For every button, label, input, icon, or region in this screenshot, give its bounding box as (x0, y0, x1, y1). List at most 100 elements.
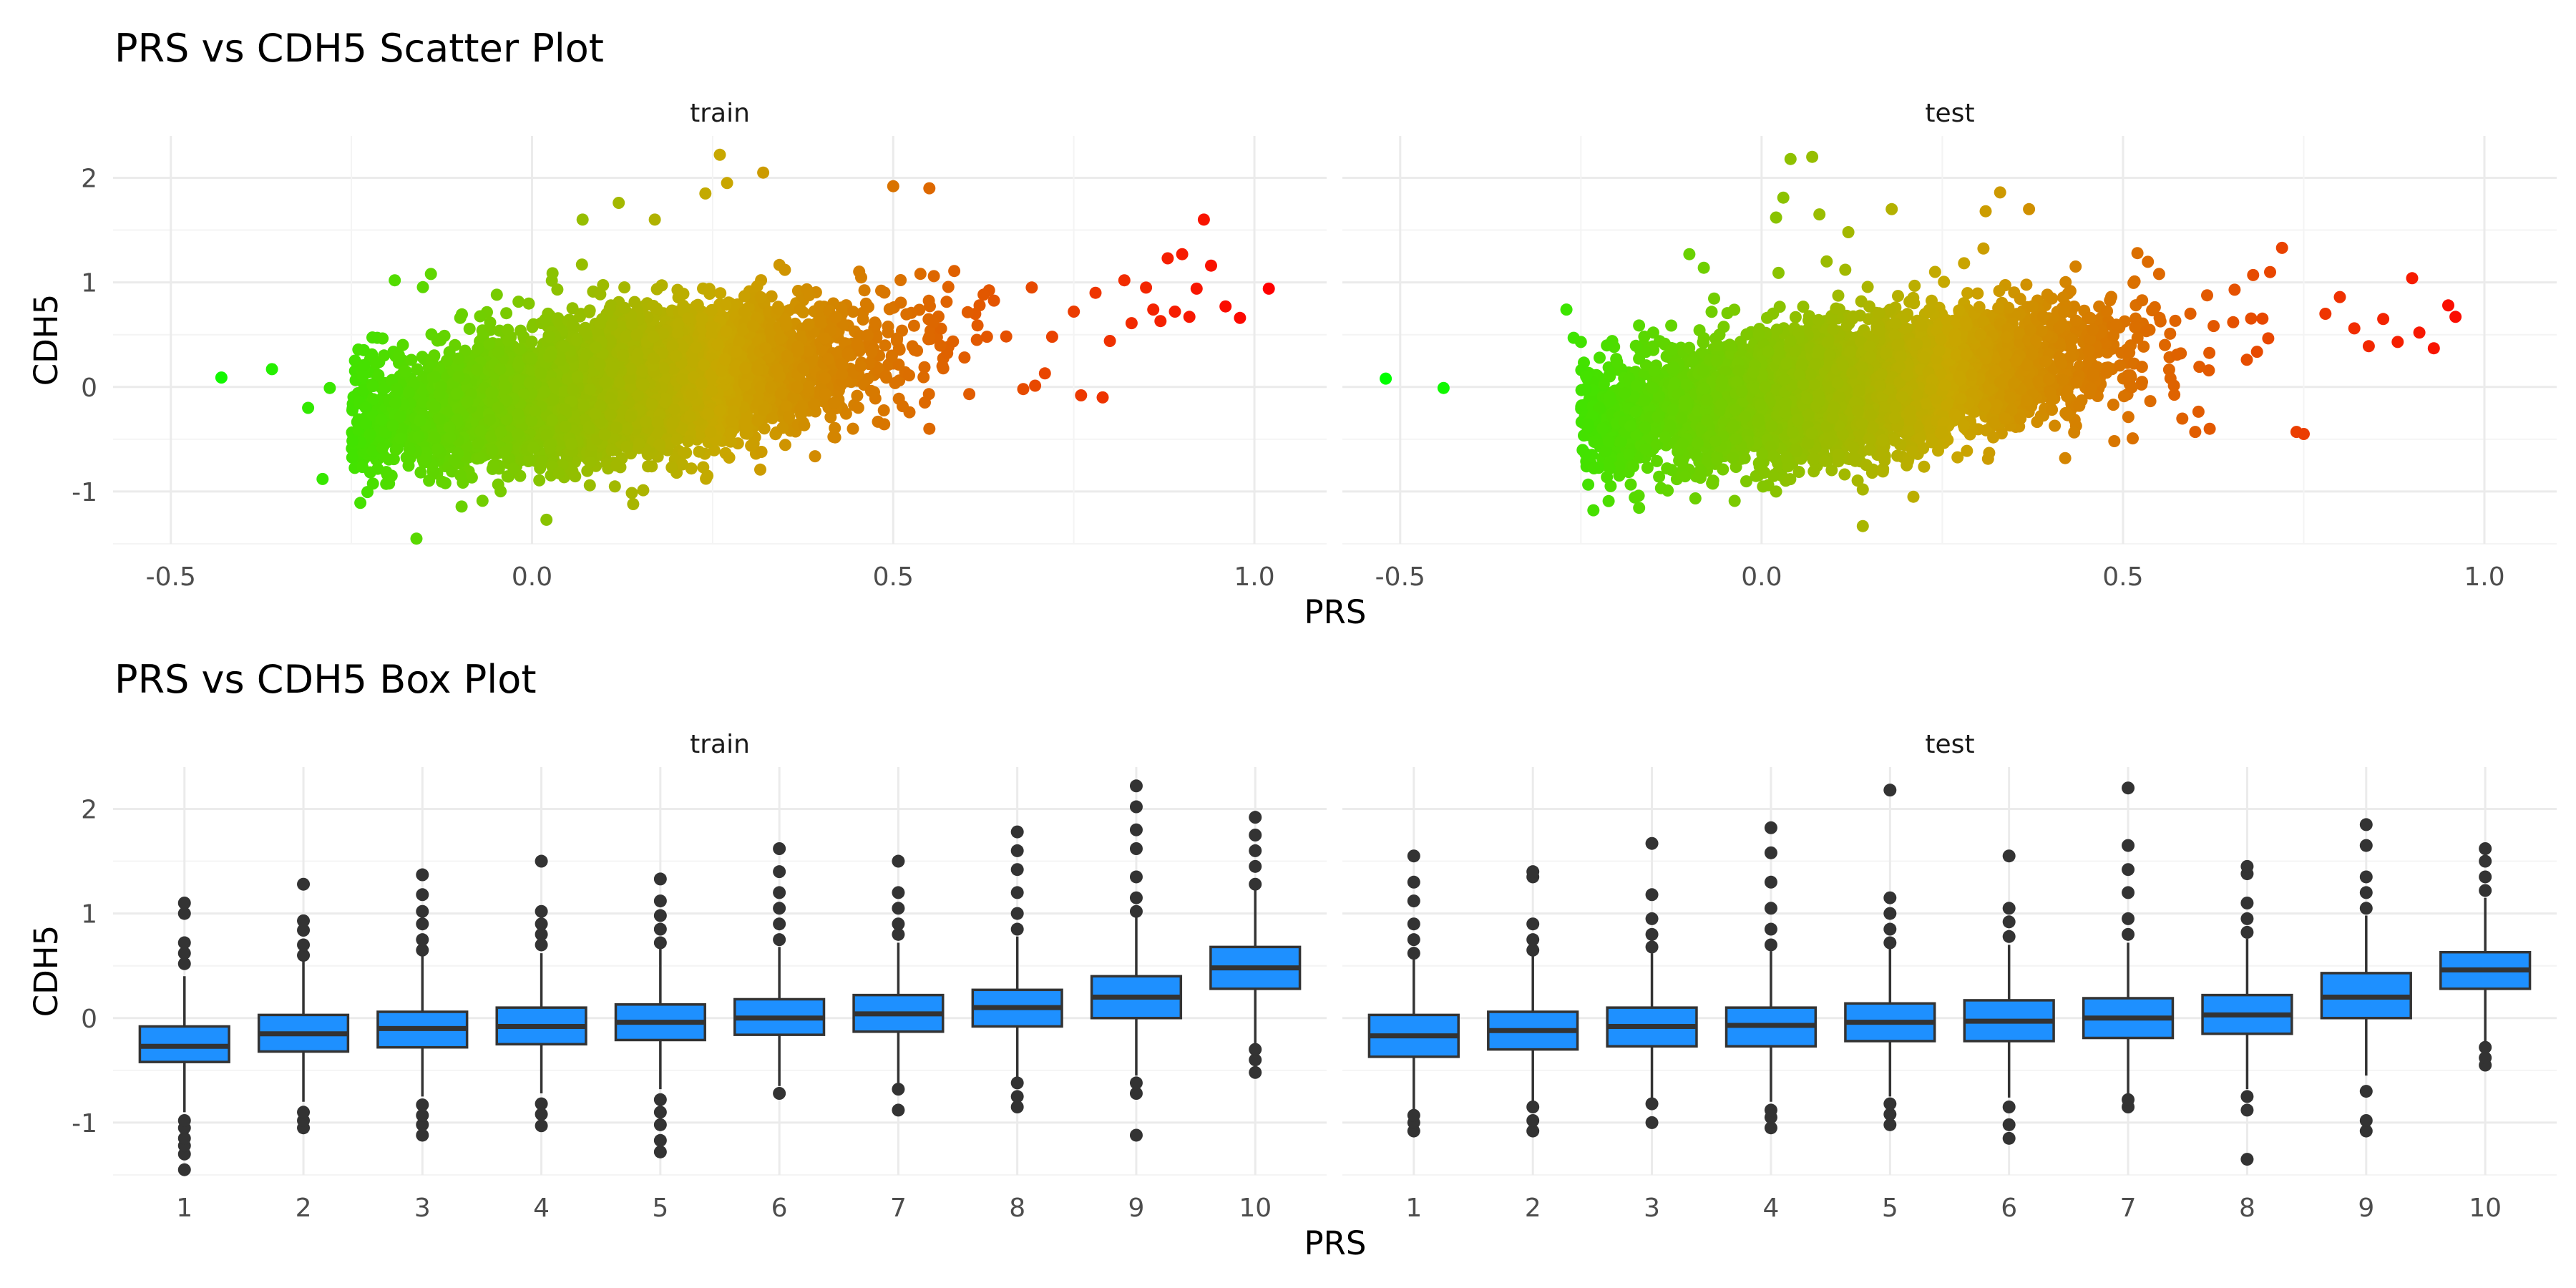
scatter-strip-test: test (1925, 99, 1974, 128)
scatter-point (705, 320, 718, 333)
scatter-point (575, 258, 588, 271)
scatter-point (425, 328, 438, 341)
scatter-point (414, 466, 427, 479)
scatter-point (513, 343, 526, 356)
scatter-point (701, 469, 714, 482)
scatter-point (405, 353, 418, 366)
scatter-point (357, 343, 370, 356)
scatter-point (539, 313, 552, 326)
scatter-point (637, 484, 650, 497)
scatter-point (522, 297, 535, 310)
scatter-point (907, 319, 920, 332)
x-tick-label: 0.5 (873, 562, 914, 592)
scatter-point (498, 379, 511, 392)
scatter-point (412, 430, 425, 443)
scatter-point (948, 265, 961, 278)
box-plot-title: PRS vs CDH5 Box Plot (114, 657, 537, 702)
scatter-point (809, 450, 821, 463)
scatter-point (476, 494, 489, 507)
scatter-point (359, 401, 372, 414)
scatter-point (808, 398, 821, 411)
scatter-point (961, 306, 974, 318)
scatter-point (630, 328, 643, 341)
scatter-point (650, 283, 663, 296)
scatter-point (620, 441, 633, 454)
scatter-point (819, 332, 831, 345)
scatter-point (970, 333, 983, 346)
scatter-point (829, 421, 841, 434)
scatter-point (474, 452, 487, 464)
y-tick-label: 0 (81, 374, 97, 403)
scatter-point (647, 331, 660, 343)
scatter-point (987, 294, 1000, 307)
scatter-point (829, 431, 841, 444)
scatter-point (723, 452, 736, 464)
scatter-point (923, 331, 936, 343)
scatter-point (791, 341, 804, 353)
scatter-point (574, 310, 586, 323)
x-tick-label: 1.0 (1234, 562, 1274, 592)
scatter-point (691, 298, 704, 311)
scatter-point (927, 270, 940, 283)
scatter-point (502, 334, 514, 347)
scatter-point (897, 400, 909, 413)
scatter-point (507, 462, 520, 475)
scatter-point (1029, 379, 1042, 392)
scatter-point (472, 343, 484, 356)
scatter-point (879, 339, 892, 352)
scatter-point (706, 303, 718, 316)
scatter-point (608, 480, 621, 493)
scatter-point (918, 361, 931, 374)
scatter-point (620, 330, 633, 343)
scatter-point (680, 447, 693, 459)
scatter-point (650, 302, 663, 315)
scatter-point (922, 388, 935, 401)
scatter-strip-train: train (690, 99, 750, 128)
scatter-point (862, 301, 874, 313)
scatter-point (552, 467, 565, 479)
scatter-point (484, 316, 497, 329)
scatter-point (356, 461, 369, 474)
scatter-point (851, 338, 864, 351)
scatter-point (394, 432, 406, 445)
scatter-point (937, 362, 950, 375)
scatter-point (396, 338, 409, 351)
scatter-point (894, 296, 907, 309)
scatter-point (927, 316, 940, 328)
scatter-point (882, 321, 894, 333)
scatter-point (448, 453, 461, 466)
scatter-point (878, 418, 891, 431)
scatter-point (610, 459, 623, 472)
scatter-point (798, 419, 811, 431)
y-tick-label: 1 (81, 269, 97, 298)
scatter-point (958, 351, 971, 364)
scatter-point (693, 445, 706, 458)
scatter-point (794, 303, 806, 316)
scatter-point (454, 311, 467, 324)
scatter-point (402, 459, 415, 472)
scatter-point (725, 427, 737, 440)
scatter-point (755, 446, 768, 458)
scatter-point (829, 311, 842, 323)
scatter-point (358, 358, 371, 371)
scatter-point (551, 283, 564, 296)
scatter-point (819, 371, 831, 384)
box-strip-test: test (1925, 730, 1974, 759)
scatter-point (391, 384, 404, 396)
scatter-point (566, 302, 579, 315)
scatter-point (625, 487, 638, 499)
scatter-plot-title: PRS vs CDH5 Scatter Plot (114, 26, 604, 71)
scatter-point (366, 477, 379, 490)
scatter-point (980, 331, 993, 343)
scatter-point (452, 352, 464, 365)
scatter-point (739, 379, 752, 391)
scatter-point (1025, 281, 1038, 294)
scatter-point (862, 329, 874, 342)
scatter-point (682, 435, 694, 448)
scatter-point (858, 284, 871, 297)
box-strip-train: train (690, 730, 750, 759)
scatter-point (847, 422, 859, 435)
scatter-point (696, 312, 708, 325)
scatter-point (431, 443, 444, 455)
